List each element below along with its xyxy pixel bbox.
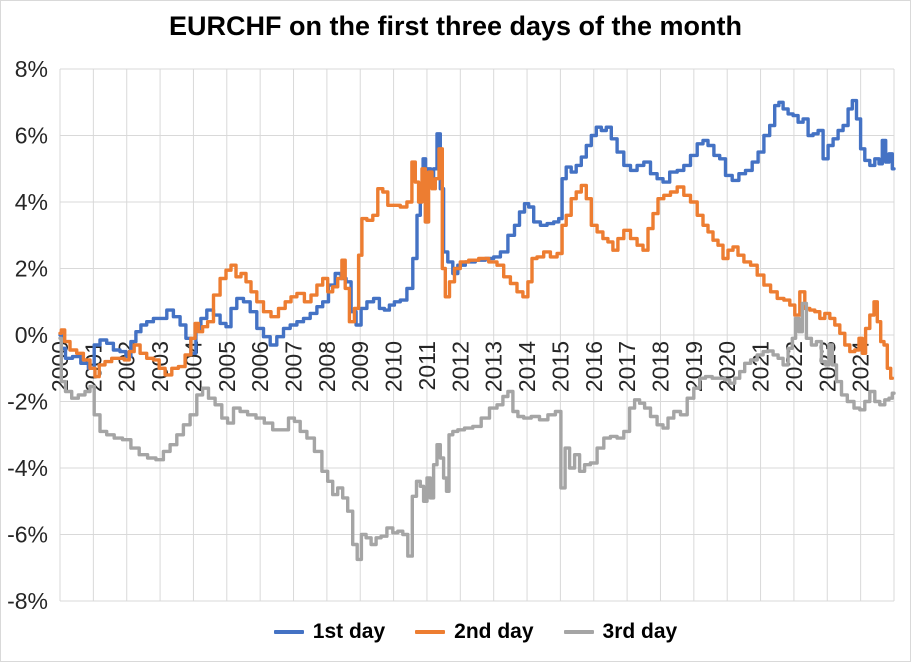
legend-line-swatch-gray (563, 630, 594, 634)
legend-label: 3rd day (602, 620, 678, 643)
y-axis-tick: 8% (15, 56, 48, 82)
y-axis-tick: 0% (15, 322, 48, 348)
x-axis-tick: 2006 (247, 341, 273, 392)
x-axis-tick: 2012 (447, 341, 473, 392)
x-axis-tick: 2014 (514, 341, 540, 392)
x-axis-tick: 2016 (581, 341, 607, 392)
y-axis-tick: -6% (7, 522, 48, 548)
x-axis-tick: 2008 (314, 341, 340, 392)
y-axis-tick: -2% (7, 389, 48, 415)
x-axis-tick: 2009 (347, 341, 373, 392)
x-axis-tick: 2013 (481, 341, 507, 392)
x-axis-tick: 2019 (681, 341, 707, 392)
y-axis-tick: 6% (15, 123, 48, 149)
series-line-2nd-day (58, 147, 894, 380)
legend-entry-1st-day: 1st day (273, 620, 386, 644)
y-axis-tick: -4% (7, 455, 48, 481)
y-axis-tick: 2% (15, 256, 48, 282)
x-axis-tick: 2017 (614, 341, 640, 392)
x-axis-tick: 2011 (414, 341, 440, 390)
y-axis-tick: 4% (15, 189, 48, 215)
legend-line-swatch-orange (415, 630, 446, 634)
x-axis-tick: 2018 (647, 341, 673, 392)
x-axis-tick: 2010 (381, 341, 407, 392)
legend-entry-3rd-day: 3rd day (563, 620, 678, 644)
legend-label: 2nd day (454, 620, 534, 643)
chart-title: EURCHF on the first three days of the mo… (168, 11, 743, 41)
x-axis-tick: 2005 (214, 341, 240, 392)
legend-entry-2nd-day: 2nd day (415, 620, 534, 644)
chart-legend: 1st day 2nd day 3rd day (1, 617, 910, 647)
y-axis-tick: -8% (7, 588, 48, 614)
legend-label: 1st day (312, 620, 386, 643)
x-axis-tick: 2007 (281, 341, 307, 392)
x-axis-tick: 2021 (748, 341, 774, 392)
series-line-3rd-day (58, 301, 896, 562)
x-axis-tick: 2020 (714, 341, 740, 392)
legend-line-swatch-blue (273, 630, 304, 634)
x-axis-tick: 2015 (547, 341, 573, 392)
series-line-1st-day (58, 98, 896, 370)
